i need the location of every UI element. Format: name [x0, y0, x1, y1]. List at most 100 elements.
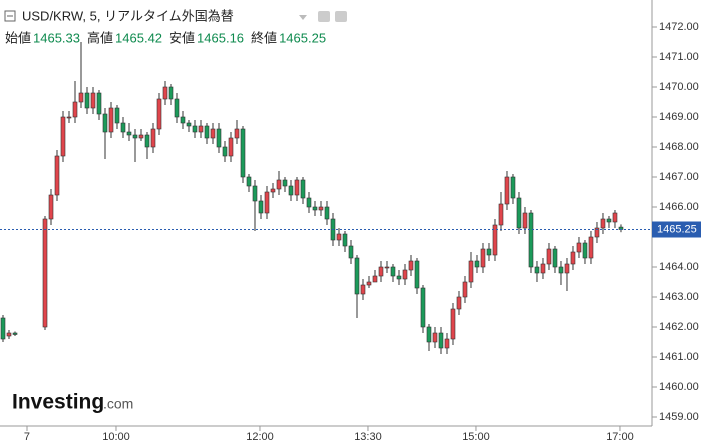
candle-body	[552, 248, 558, 268]
last-price-box	[652, 221, 701, 238]
y-tick-label: 1470.00	[659, 81, 699, 93]
candle-body	[354, 257, 360, 295]
candle-body	[582, 242, 588, 259]
candle-body	[234, 128, 240, 139]
candle-body	[564, 263, 570, 274]
ohlc-legend: 始値 1465.33 高値 1465.42 安値 1465.16 終値 1465.25	[5, 30, 326, 45]
ohlc-label: 始値	[5, 30, 31, 45]
y-tick-label: 1471.00	[659, 51, 699, 63]
candle-body	[300, 179, 306, 199]
candle-body	[600, 218, 606, 229]
candle-body	[594, 227, 600, 238]
candle-body	[288, 185, 294, 196]
y-tick-label: 1464.00	[659, 261, 699, 273]
candle-body	[162, 86, 168, 100]
candle-body	[372, 275, 378, 283]
candle-body	[12, 332, 18, 335]
candle-body	[120, 122, 126, 133]
settings-icon[interactable]	[335, 11, 347, 22]
y-tick-label: 1467.00	[659, 171, 699, 183]
candle-body	[48, 194, 54, 220]
ohlc-value: 1465.42	[115, 30, 162, 45]
candle-body	[42, 218, 48, 328]
candle-body	[378, 266, 384, 277]
candle-body	[270, 188, 276, 193]
y-tick-label: 1459.00	[659, 411, 699, 423]
candle-body	[504, 176, 510, 205]
chart-title: USD/KRW, 5, リアルタイム外国為替	[22, 8, 234, 23]
ohlc-label: 終値	[251, 30, 277, 45]
ohlc-value: 1465.25	[279, 30, 326, 45]
last-price-label: 1465.25	[657, 223, 697, 235]
candle-body	[228, 137, 234, 157]
candle-body	[108, 107, 114, 133]
candle-body	[252, 185, 258, 202]
candle-body	[480, 248, 486, 268]
candle-body	[90, 92, 96, 109]
candle-body	[534, 266, 540, 274]
candle-body	[84, 92, 90, 109]
x-tick-label: 10:00	[102, 431, 130, 443]
candle-body	[156, 98, 162, 130]
y-tick-label: 1472.00	[659, 21, 699, 33]
candle-body	[558, 266, 564, 274]
candle-body	[384, 266, 390, 269]
candle-body	[510, 176, 516, 199]
x-tick-label: 7	[24, 431, 30, 443]
candle-body	[276, 179, 282, 190]
candle-body	[168, 86, 174, 100]
candle-body	[246, 176, 252, 187]
candle-body	[198, 125, 204, 133]
candle-body	[264, 191, 270, 214]
candle-body	[216, 128, 222, 148]
candle-body	[498, 203, 504, 226]
candle-body	[54, 155, 60, 196]
candle-body	[96, 92, 102, 115]
candle-body	[60, 116, 66, 157]
candle-body	[360, 284, 366, 295]
y-tick-label: 1468.00	[659, 141, 699, 153]
candle-body	[402, 269, 408, 280]
y-tick-label: 1469.00	[659, 111, 699, 123]
candle-body	[546, 248, 552, 265]
logo-suffix: .com	[103, 396, 133, 412]
candle-body	[612, 212, 618, 223]
candle-body	[408, 260, 414, 271]
y-tick-label: 1461.00	[659, 351, 699, 363]
candle-body	[348, 245, 354, 259]
candle-body	[444, 338, 450, 349]
candle-body	[486, 248, 492, 256]
candle-body	[414, 260, 420, 289]
candle-body	[126, 131, 132, 136]
candle-body	[192, 125, 198, 133]
x-tick-label: 13:30	[354, 431, 382, 443]
ohlc-label: 高値	[87, 30, 113, 45]
camera-icon[interactable]	[318, 11, 330, 22]
candle-body	[438, 332, 444, 349]
candle-body	[138, 134, 144, 139]
candle-body	[66, 116, 72, 119]
candle-body	[456, 296, 462, 310]
candle-body	[516, 197, 522, 229]
ohlc-value: 1465.16	[197, 30, 244, 45]
collapse-icon[interactable]	[4, 10, 16, 22]
candle-body	[132, 134, 138, 139]
y-tick-label: 1460.00	[659, 381, 699, 393]
candle-body	[432, 332, 438, 343]
candle-body	[474, 260, 480, 268]
candle-body	[306, 197, 312, 208]
candle-body	[336, 233, 342, 241]
logo: Investing	[12, 391, 104, 414]
candle-body	[144, 134, 150, 148]
candle-body	[588, 236, 594, 259]
candle-body	[390, 266, 396, 277]
candle-body	[606, 218, 612, 223]
candle-body	[312, 206, 318, 211]
candle-body	[462, 281, 468, 298]
ohlc-value: 1465.33	[33, 30, 80, 45]
candle-body	[570, 251, 576, 265]
candle-body	[180, 116, 186, 124]
dropdown-icon[interactable]	[299, 15, 307, 20]
